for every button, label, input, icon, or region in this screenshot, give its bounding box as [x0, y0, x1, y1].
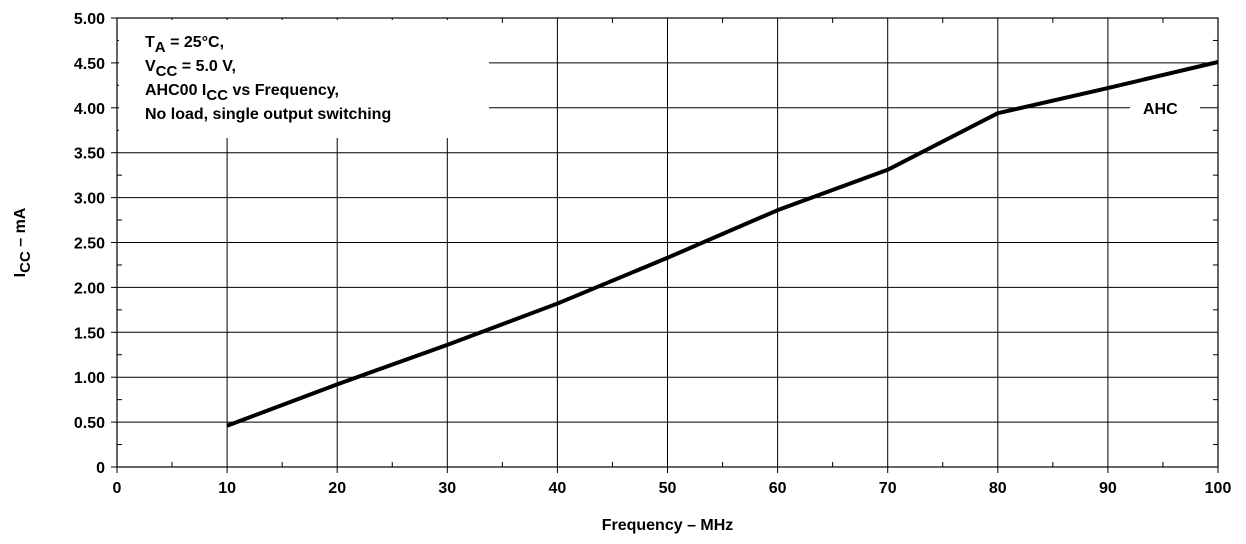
x-tick-label: 100 [1205, 480, 1232, 497]
y-tick-label: 2.50 [74, 236, 105, 253]
x-tick-labels: 0 10 20 30 40 50 60 70 80 90 100 [113, 480, 1232, 497]
y-axis-label: ICC – mA [12, 207, 34, 277]
y-tick-label: 2.00 [74, 280, 105, 297]
y-tick-label: 0 [96, 460, 105, 477]
x-tick-label: 70 [879, 480, 897, 497]
y-tick-label: 4.50 [74, 56, 105, 73]
y-tick-label: 3.50 [74, 146, 105, 163]
y-tick-label: 1.50 [74, 325, 105, 342]
y-tick-label: 1.00 [74, 370, 105, 387]
x-tick-label: 80 [989, 480, 1007, 497]
x-tick-label: 40 [549, 480, 567, 497]
y-tick-label: 0.50 [74, 415, 105, 432]
x-tick-label: 0 [113, 480, 122, 497]
x-tick-label: 30 [438, 480, 456, 497]
x-tick-label: 50 [659, 480, 677, 497]
x-tick-label: 20 [328, 480, 346, 497]
series-label: AHC [1143, 101, 1178, 118]
y-tick-label: 3.00 [74, 191, 105, 208]
x-axis-label: Frequency – MHz [602, 517, 734, 534]
x-tick-label: 90 [1099, 480, 1117, 497]
y-tick-labels: 0 0.50 1.00 1.50 2.00 2.50 3.00 3.50 4.00 4.50 5.0… [74, 11, 105, 477]
y-tick-label: 5.00 [74, 11, 105, 28]
y-tick-label: 4.00 [74, 101, 105, 118]
x-tick-label: 10 [218, 480, 236, 497]
x-tick-label: 60 [769, 480, 787, 497]
